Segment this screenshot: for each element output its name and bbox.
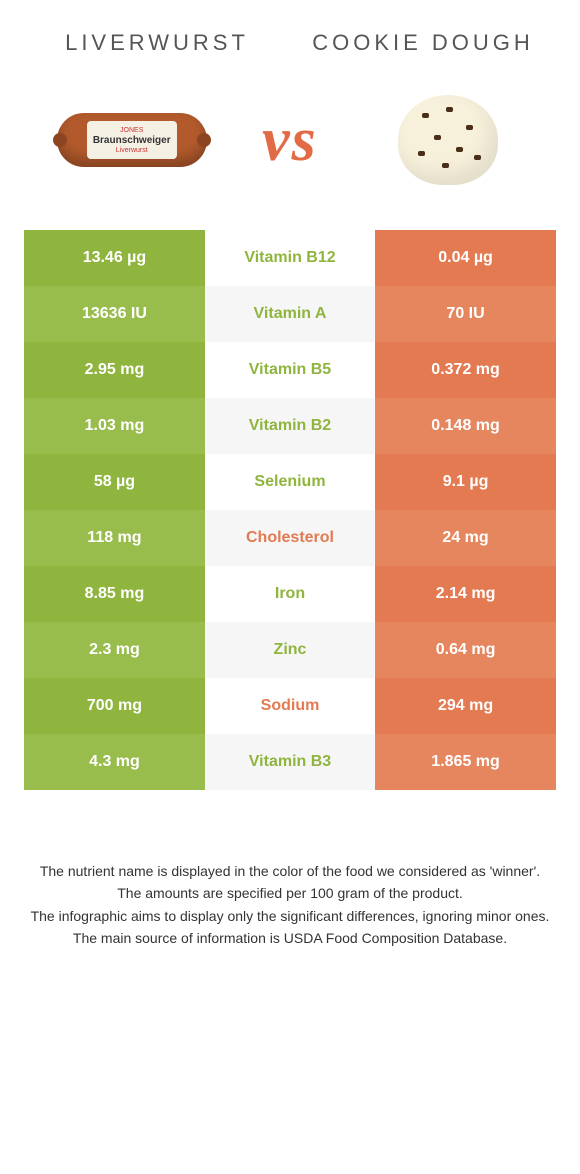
table-row: 700 mgSodium294 mg (24, 678, 556, 734)
right-value: 24 mg (375, 510, 556, 566)
table-row: 8.85 mgIron2.14 mg (24, 566, 556, 622)
right-value: 0.64 mg (375, 622, 556, 678)
footer-line: The nutrient name is displayed in the co… (24, 860, 556, 882)
right-food-title: Cookie dough (290, 30, 556, 56)
right-value: 70 IU (375, 286, 556, 342)
left-value: 1.03 mg (24, 398, 205, 454)
sausage-name: Braunschweiger (93, 135, 171, 146)
nutrient-name: Vitamin A (205, 286, 375, 342)
footer-line: The amounts are specified per 100 gram o… (24, 882, 556, 904)
right-value: 0.148 mg (375, 398, 556, 454)
nutrient-name: Vitamin B2 (205, 398, 375, 454)
left-food-image: JONES Braunschweiger Liverwurst (47, 80, 217, 200)
nutrient-name: Sodium (205, 678, 375, 734)
left-value: 13.46 µg (24, 230, 205, 286)
left-value: 2.3 mg (24, 622, 205, 678)
comparison-table: 13.46 µgVitamin B120.04 µg13636 IUVitami… (24, 230, 556, 790)
right-value: 0.04 µg (375, 230, 556, 286)
vs-label: vs (262, 105, 318, 176)
table-row: 1.03 mgVitamin B20.148 mg (24, 398, 556, 454)
nutrient-name: Vitamin B12 (205, 230, 375, 286)
nutrient-name: Selenium (205, 454, 375, 510)
left-value: 13636 IU (24, 286, 205, 342)
hero-row: JONES Braunschweiger Liverwurst vs (24, 80, 556, 200)
footer-notes: The nutrient name is displayed in the co… (24, 860, 556, 950)
nutrient-name: Vitamin B3 (205, 734, 375, 790)
right-value: 0.372 mg (375, 342, 556, 398)
nutrient-name: Cholesterol (205, 510, 375, 566)
left-value: 700 mg (24, 678, 205, 734)
right-value: 2.14 mg (375, 566, 556, 622)
table-row: 2.95 mgVitamin B50.372 mg (24, 342, 556, 398)
left-value: 58 µg (24, 454, 205, 510)
footer-line: The main source of information is USDA F… (24, 927, 556, 949)
table-row: 58 µgSelenium9.1 µg (24, 454, 556, 510)
header: Liverwurst Cookie dough (24, 30, 556, 56)
right-value: 1.865 mg (375, 734, 556, 790)
sausage-brand: JONES (120, 127, 143, 134)
footer-line: The infographic aims to display only the… (24, 905, 556, 927)
nutrient-name: Iron (205, 566, 375, 622)
left-food-title: Liverwurst (24, 30, 290, 56)
right-value: 294 mg (375, 678, 556, 734)
right-food-image (363, 80, 533, 200)
table-row: 118 mgCholesterol24 mg (24, 510, 556, 566)
table-row: 13.46 µgVitamin B120.04 µg (24, 230, 556, 286)
left-value: 2.95 mg (24, 342, 205, 398)
sausage-sub: Liverwurst (116, 147, 148, 154)
nutrient-name: Vitamin B5 (205, 342, 375, 398)
left-value: 4.3 mg (24, 734, 205, 790)
nutrient-name: Zinc (205, 622, 375, 678)
table-row: 2.3 mgZinc0.64 mg (24, 622, 556, 678)
table-row: 4.3 mgVitamin B31.865 mg (24, 734, 556, 790)
table-row: 13636 IUVitamin A70 IU (24, 286, 556, 342)
right-value: 9.1 µg (375, 454, 556, 510)
left-value: 118 mg (24, 510, 205, 566)
left-value: 8.85 mg (24, 566, 205, 622)
